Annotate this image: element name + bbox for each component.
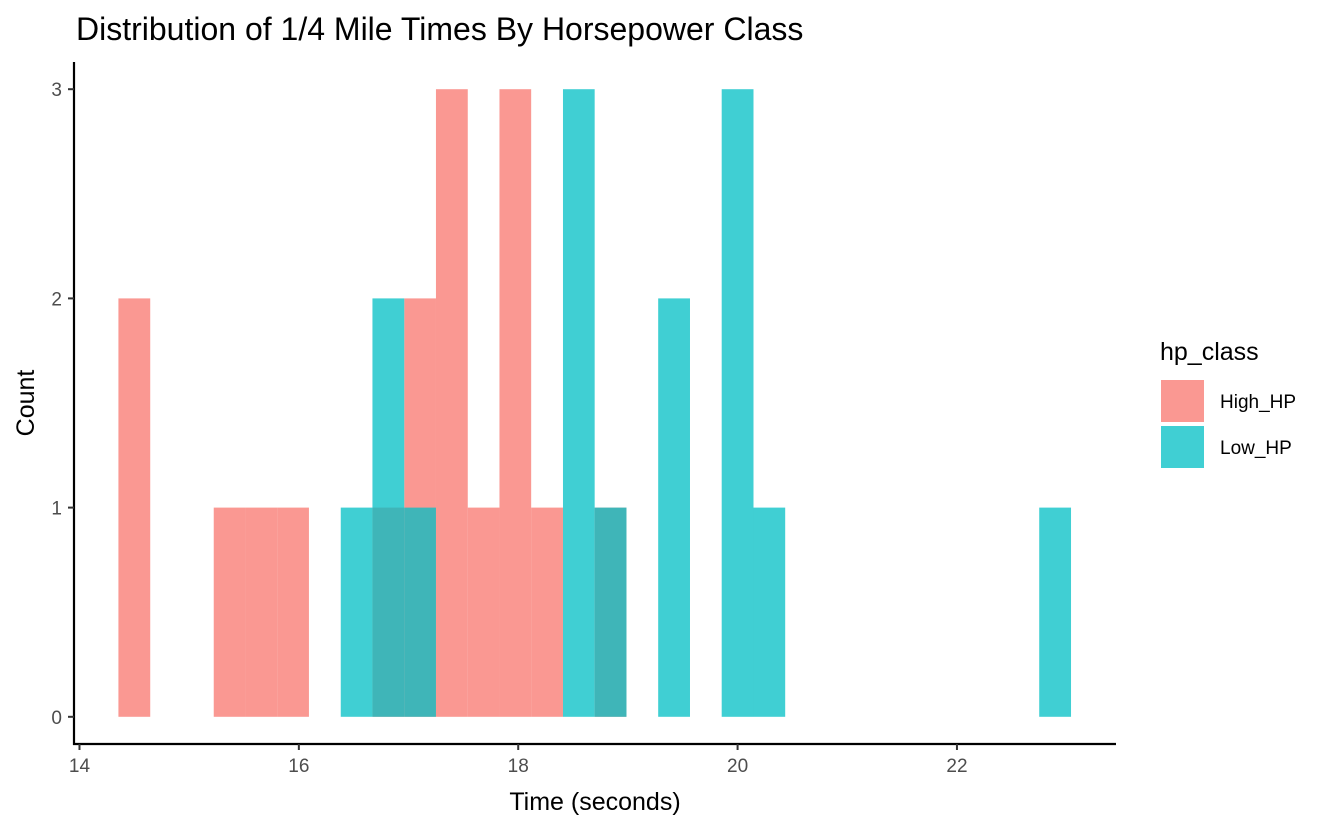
x-tick-label: 20: [727, 756, 748, 777]
y-axis-title: Count: [12, 370, 40, 437]
y-axis-ticks: 0 1 2 3: [51, 80, 74, 729]
legend-label-high-hp: High_HP: [1220, 392, 1296, 413]
bar-low-hp-1: [372, 298, 405, 717]
y-tick-label: 1: [51, 499, 62, 520]
bar-high-hp-3: [277, 507, 309, 717]
bar-low-hp-6: [721, 89, 754, 717]
legend-key-low-hp: [1161, 426, 1204, 468]
plot-area: [118, 89, 1072, 717]
bar-low-hp-8: [1039, 507, 1072, 717]
bar-high-hp-6: [435, 89, 468, 717]
bar-high-hp-9: [531, 507, 563, 717]
bar-low-hp-4: [594, 507, 627, 717]
x-axis-ticks: 14 16 18 20 22: [69, 744, 968, 777]
bar-high-hp-1: [213, 507, 246, 717]
legend-items: High_HP Low_HP: [1161, 380, 1296, 468]
series-low-hp: [340, 89, 1072, 717]
bar-low-hp-2: [404, 507, 436, 717]
bar-low-hp-5: [658, 298, 690, 717]
x-tick-label: 16: [288, 756, 309, 777]
bar-low-hp-7: [753, 507, 786, 717]
y-tick-label: 3: [51, 80, 62, 101]
legend-key-high-hp: [1161, 380, 1204, 422]
bar-high-hp-7: [467, 507, 500, 717]
y-tick-label: 2: [51, 289, 62, 310]
legend-title: hp_class: [1160, 338, 1259, 366]
bar-high-hp-2: [245, 507, 278, 717]
bar-high-hp-8: [499, 89, 532, 717]
chart-title: Distribution of 1/4 Mile Times By Horsep…: [76, 11, 803, 47]
legend-label-low-hp: Low_HP: [1220, 438, 1292, 459]
bar-low-hp-3: [562, 89, 595, 717]
legend: hp_class High_HP Low_HP: [1160, 338, 1296, 468]
x-axis-title: Time (seconds): [509, 788, 680, 816]
x-tick-label: 18: [508, 756, 529, 777]
bar-low-hp-0: [340, 507, 373, 717]
x-tick-label: 22: [946, 756, 967, 777]
bar-high-hp-0: [118, 298, 151, 717]
y-tick-label: 0: [51, 708, 62, 729]
x-tick-label: 14: [69, 756, 91, 777]
